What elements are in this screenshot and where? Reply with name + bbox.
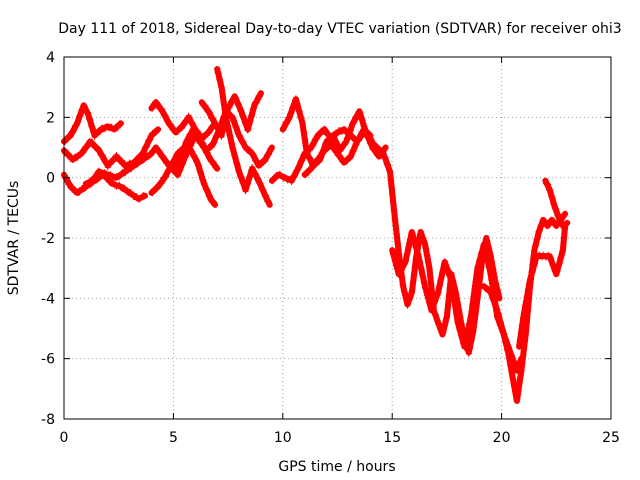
series-markers bbox=[516, 222, 569, 350]
x-tick-label: 20 bbox=[493, 430, 511, 446]
data-series bbox=[61, 126, 162, 171]
data-series bbox=[301, 126, 374, 179]
data-layer bbox=[61, 66, 571, 404]
data-series bbox=[61, 102, 124, 145]
series-markers bbox=[542, 177, 571, 229]
x-tick-label: 5 bbox=[169, 430, 178, 446]
x-tick-label: 25 bbox=[602, 430, 620, 446]
data-series bbox=[542, 177, 571, 229]
data-series bbox=[516, 222, 569, 350]
x-axis-label: GPS time / hours bbox=[278, 459, 395, 475]
series-markers bbox=[279, 95, 389, 171]
series-markers bbox=[61, 103, 124, 145]
y-tick-label: 0 bbox=[46, 171, 55, 187]
data-series bbox=[481, 210, 569, 404]
y-tick-label: -6 bbox=[41, 352, 55, 368]
y-axis-label: SDTVAR / TECUs bbox=[6, 181, 22, 296]
series-markers bbox=[61, 126, 162, 171]
x-tick-label: 10 bbox=[274, 430, 292, 446]
data-series bbox=[214, 66, 273, 208]
data-series bbox=[279, 95, 389, 171]
series-markers bbox=[214, 66, 273, 208]
y-tick-label: -8 bbox=[41, 412, 55, 428]
y-tick-label: -4 bbox=[41, 291, 55, 307]
y-tick-label: 4 bbox=[46, 50, 55, 66]
y-tick-label: -2 bbox=[41, 231, 55, 247]
chart-title: Day 111 of 2018, Sidereal Day-to-day VTE… bbox=[58, 21, 621, 37]
x-tick-label: 0 bbox=[60, 430, 69, 446]
x-tick-label: 15 bbox=[383, 430, 401, 446]
grid-layer bbox=[64, 57, 611, 419]
y-tick-label: 2 bbox=[46, 110, 55, 126]
series-markers bbox=[301, 126, 374, 179]
